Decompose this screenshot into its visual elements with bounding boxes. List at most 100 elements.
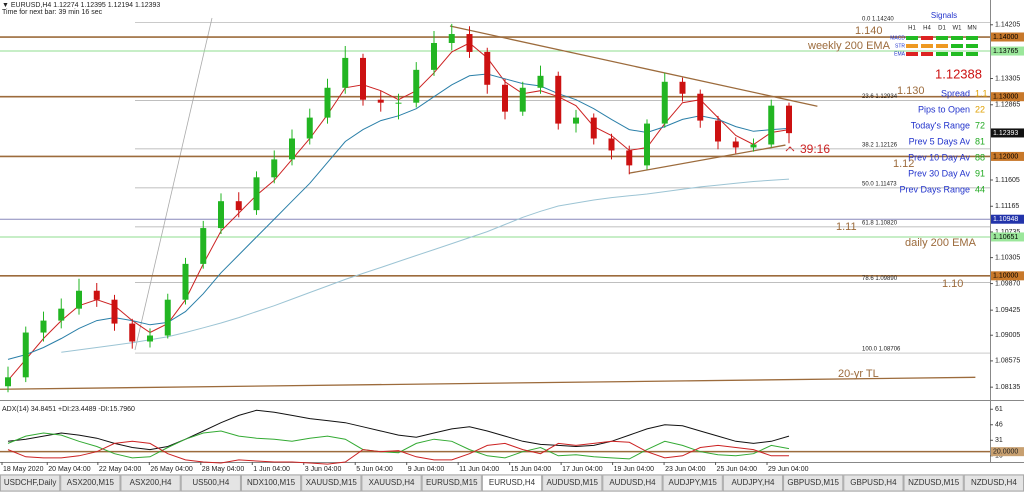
info-label: Prev Days Range: [899, 184, 970, 194]
tab-label: XAUUSD,H4: [369, 478, 415, 487]
annotation: daily 200 EMA: [905, 237, 977, 249]
tab[interactable]: [60, 474, 121, 492]
tab[interactable]: [120, 474, 181, 492]
x-tick-label: 26 May 04:00: [150, 466, 193, 473]
tab-label: AUDJPY,H4: [731, 478, 775, 487]
tab[interactable]: [843, 474, 904, 492]
y-tick-label: 1.08575: [995, 358, 1020, 365]
info-label: Spread: [941, 88, 970, 98]
tab[interactable]: [481, 474, 543, 492]
tab-label: NZDUSD,H4: [971, 478, 1017, 487]
price-box-label: 1.10948: [993, 216, 1018, 223]
x-tick-label: 11 Jun 04:00: [459, 466, 499, 473]
candle-body: [306, 117, 313, 139]
signals-column: H4: [923, 26, 931, 32]
candle-body: [76, 290, 82, 309]
signal-cell: [936, 44, 948, 48]
candle-body: [750, 144, 757, 148]
tab[interactable]: [421, 474, 482, 492]
tab-label: NZDUSD,M15: [908, 478, 960, 487]
tab[interactable]: [301, 474, 362, 492]
candle-body: [129, 323, 136, 342]
signals-row-name: MACD: [890, 35, 905, 41]
price-box: [991, 46, 1024, 56]
tab[interactable]: [903, 474, 964, 492]
fib-label: 100.0 1.08706: [862, 347, 901, 353]
candle-body: [537, 75, 544, 88]
candle-body: [58, 308, 65, 321]
chart-subheader: Time for next bar: 39 min 16 sec: [2, 9, 103, 16]
annotation: 1.12: [893, 158, 914, 170]
candle-body: [679, 81, 686, 94]
candle-body: [342, 57, 349, 88]
x-tick-label: 18 May 2020: [3, 466, 44, 473]
candle-body: [626, 150, 633, 166]
candle-body: [555, 75, 562, 124]
candle-body: [644, 123, 650, 166]
candle-body: [732, 141, 739, 148]
tab-label: EURUSD,M15: [426, 478, 478, 487]
x-tick-label: 17 Jun 04:00: [562, 466, 603, 473]
annotation: weekly 200 EMA: [807, 40, 891, 52]
tab-label: GBPUSD,M15: [787, 478, 839, 487]
price-box-label: 1.13765: [993, 48, 1018, 55]
x-tick-label: 25 Jun 04:00: [717, 466, 758, 473]
tab[interactable]: [602, 474, 663, 492]
price-box-label: 1.12393: [993, 130, 1018, 137]
tab[interactable]: [361, 474, 422, 492]
candle-body: [289, 138, 295, 160]
x-tick-label: 19 Jun 04:00: [614, 466, 655, 473]
price-box-label: 1.10000: [993, 273, 1018, 280]
info-label: Prev 5 Days Av: [909, 136, 971, 146]
adx-tick-label: 31: [995, 437, 1003, 444]
tab-label: NDX100,M15: [247, 478, 296, 487]
tab[interactable]: [180, 474, 241, 492]
tab[interactable]: [0, 474, 61, 492]
countdown-marker: [785, 146, 795, 152]
candle-body: [413, 69, 420, 103]
tab[interactable]: [783, 474, 844, 492]
info-value: 44: [975, 184, 985, 194]
moving-average: [61, 178, 790, 353]
price-box: [991, 32, 1024, 42]
candle-body: [661, 81, 668, 124]
x-tick-label: 22 May 04:00: [99, 466, 142, 473]
y-tick-label: 1.14205: [995, 22, 1020, 29]
price-box-label: 1.13000: [993, 94, 1018, 101]
x-tick-label: 20 May 04:00: [48, 466, 91, 473]
adx-tick-label: 46: [995, 422, 1003, 429]
fib-label: 61.8 1.10820: [862, 220, 898, 226]
y-tick-label: 1.09425: [995, 307, 1020, 314]
tab[interactable]: [662, 474, 723, 492]
tab[interactable]: [542, 474, 603, 492]
tab[interactable]: [722, 474, 784, 492]
trendline: [449, 25, 818, 107]
adx-level-label: 20.0000: [993, 448, 1018, 455]
y-tick-label: 1.10735: [995, 229, 1020, 236]
signals-column: H1: [908, 26, 916, 32]
candle-body: [448, 34, 455, 43]
signal-cell: [906, 52, 918, 56]
price-box: [991, 128, 1024, 138]
x-tick-label: 5 Jun 04:00: [356, 466, 393, 473]
price-box: [991, 92, 1024, 102]
y-tick-label: 1.12865: [995, 102, 1020, 109]
candle-body: [324, 87, 331, 118]
candle-body: [573, 117, 579, 124]
price-box-label: 1.12000: [993, 153, 1018, 160]
candle-body: [22, 332, 29, 378]
candle-body: [608, 138, 615, 151]
info-label: Pips to Open: [918, 104, 970, 114]
candle-body: [715, 120, 721, 142]
y-tick-label: 1.13305: [995, 75, 1020, 82]
tab[interactable]: [240, 474, 302, 492]
info-label: Prev 10 Day Av: [908, 152, 970, 162]
info-value: 88: [975, 152, 985, 162]
fib-label: 50.0 1.11473: [862, 181, 897, 187]
candle-body: [253, 177, 260, 211]
signal-cell: [921, 52, 933, 56]
tab-label: XAUUSD,M15: [306, 478, 358, 487]
candle-body: [395, 102, 402, 104]
